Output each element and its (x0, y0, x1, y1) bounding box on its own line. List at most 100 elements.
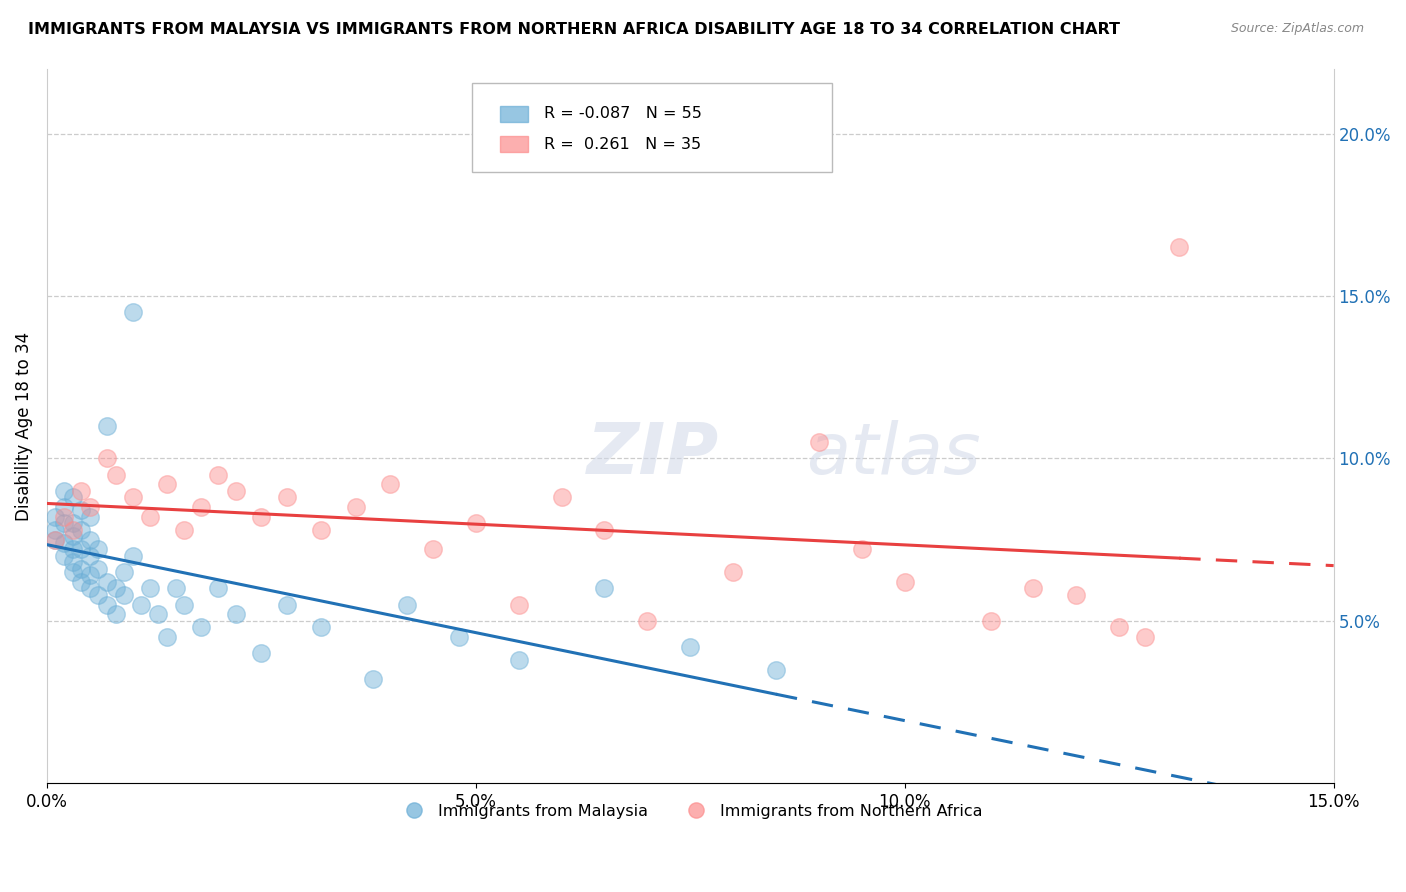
Point (70, 574, 93, 589)
Point (361, 673, 384, 687)
Point (173, 598, 195, 612)
Point (53, 500, 76, 515)
Point (112, 565, 135, 579)
Point (1168, 240, 1191, 254)
FancyBboxPatch shape (499, 106, 529, 122)
Point (156, 477, 179, 491)
Point (79, 533, 101, 547)
Point (207, 582, 229, 596)
Point (121, 305, 143, 319)
Point (62, 529, 84, 543)
Point (96, 419, 118, 434)
Point (139, 510, 162, 524)
Point (53, 536, 76, 550)
Text: ZIP: ZIP (588, 420, 720, 489)
Point (112, 588, 135, 602)
Point (807, 435, 830, 450)
Point (250, 647, 273, 661)
Point (44, 523, 66, 537)
Point (121, 491, 143, 505)
Point (276, 598, 298, 612)
Point (979, 614, 1001, 628)
Point (129, 598, 152, 612)
Point (508, 653, 530, 667)
Point (225, 483, 247, 498)
Point (79, 510, 101, 524)
Point (87, 542, 110, 557)
Point (173, 523, 195, 537)
Point (311, 523, 333, 537)
Point (70, 483, 93, 498)
Point (96, 451, 118, 466)
Point (165, 582, 187, 596)
Point (311, 620, 333, 634)
Point (593, 582, 616, 596)
Point (1064, 588, 1087, 602)
Point (851, 542, 873, 557)
Point (276, 491, 298, 505)
Text: R = -0.087   N = 55: R = -0.087 N = 55 (544, 106, 702, 121)
Point (79, 500, 101, 515)
Point (893, 574, 915, 589)
Point (422, 542, 444, 557)
FancyBboxPatch shape (471, 83, 832, 172)
Point (550, 491, 572, 505)
Point (1108, 620, 1130, 634)
FancyBboxPatch shape (499, 136, 529, 152)
Legend: Immigrants from Malaysia, Immigrants from Northern Africa: Immigrants from Malaysia, Immigrants fro… (392, 797, 988, 825)
Point (104, 467, 127, 482)
Point (104, 582, 127, 596)
Point (121, 549, 143, 563)
Point (190, 620, 212, 634)
Point (53, 549, 76, 563)
Point (156, 630, 179, 644)
Point (207, 467, 229, 482)
Point (190, 500, 212, 515)
Point (53, 483, 76, 498)
Y-axis label: Disability Age 18 to 34: Disability Age 18 to 34 (15, 332, 32, 521)
Point (62, 542, 84, 557)
Point (87, 588, 110, 602)
Point (679, 640, 702, 654)
Point (62, 523, 84, 537)
Point (70, 523, 93, 537)
Point (44, 533, 66, 547)
Point (447, 630, 470, 644)
Point (53, 516, 76, 531)
Point (225, 607, 247, 622)
Point (148, 607, 170, 622)
Point (765, 663, 787, 677)
Point (508, 598, 530, 612)
Point (1022, 582, 1045, 596)
Point (344, 500, 367, 515)
Point (104, 607, 127, 622)
Point (44, 510, 66, 524)
Text: IMMIGRANTS FROM MALAYSIA VS IMMIGRANTS FROM NORTHERN AFRICA DISABILITY AGE 18 TO: IMMIGRANTS FROM MALAYSIA VS IMMIGRANTS F… (28, 22, 1121, 37)
Point (396, 598, 419, 612)
Point (70, 562, 93, 576)
Point (79, 568, 101, 582)
Point (44, 533, 66, 547)
Point (79, 549, 101, 563)
Point (87, 562, 110, 576)
Point (62, 491, 84, 505)
Point (139, 582, 162, 596)
Point (53, 510, 76, 524)
Text: R =  0.261   N = 35: R = 0.261 N = 35 (544, 136, 700, 152)
Point (464, 516, 486, 531)
Point (1133, 630, 1156, 644)
Text: atlas: atlas (806, 420, 981, 489)
Point (378, 477, 401, 491)
Point (96, 598, 118, 612)
Point (593, 523, 616, 537)
Point (70, 503, 93, 517)
Point (636, 614, 658, 628)
Point (96, 574, 118, 589)
Point (62, 556, 84, 570)
Point (62, 565, 84, 579)
Point (79, 582, 101, 596)
Point (62, 516, 84, 531)
Point (70, 542, 93, 557)
Text: Source: ZipAtlas.com: Source: ZipAtlas.com (1230, 22, 1364, 36)
Point (721, 565, 744, 579)
